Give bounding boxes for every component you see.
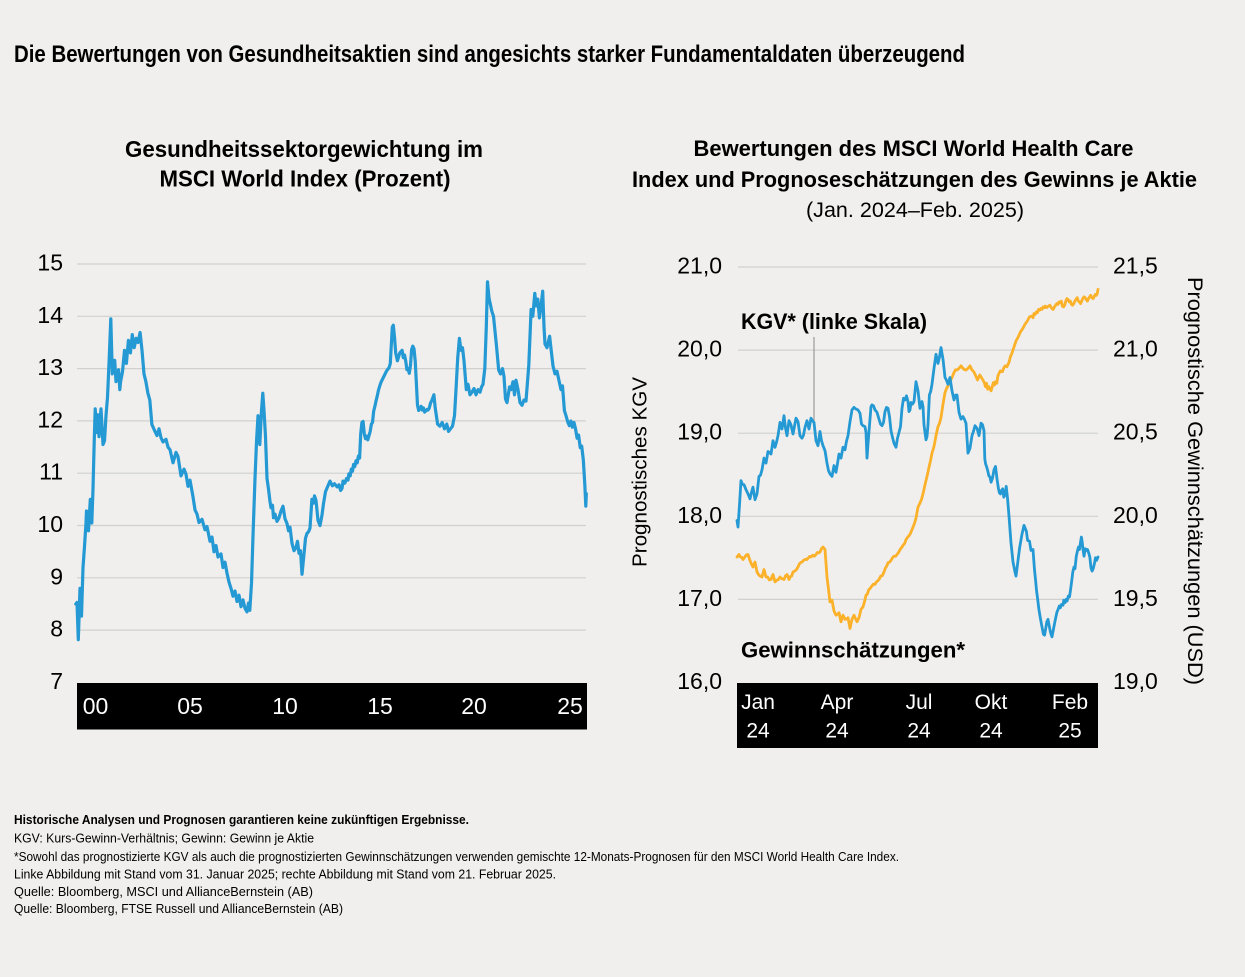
svg-text:21,0: 21,0 — [677, 253, 722, 279]
svg-text:8: 8 — [50, 616, 63, 642]
svg-text:21,0: 21,0 — [1113, 336, 1158, 362]
svg-text:05: 05 — [177, 693, 203, 719]
svg-text:Feb: Feb — [1052, 691, 1088, 714]
svg-text:12: 12 — [37, 406, 63, 432]
svg-text:15: 15 — [367, 693, 393, 719]
svg-text:11: 11 — [39, 459, 63, 485]
svg-text:24: 24 — [825, 720, 849, 743]
svg-text:20,0: 20,0 — [677, 336, 722, 362]
svg-text:15: 15 — [37, 250, 63, 276]
svg-text:14: 14 — [37, 302, 63, 328]
svg-text:Linke Abbildung mit Stand vom: Linke Abbildung mit Stand vom 31. Januar… — [14, 867, 556, 882]
svg-text:Jul: Jul — [906, 691, 933, 714]
svg-text:25: 25 — [1058, 720, 1081, 743]
svg-text:Prognostisches KGV: Prognostisches KGV — [630, 376, 652, 567]
svg-text:Quelle: Bloomberg, FTSE Russel: Quelle: Bloomberg, FTSE Russell und Alli… — [14, 901, 343, 916]
svg-text:20,0: 20,0 — [1113, 502, 1158, 528]
svg-text:Apr: Apr — [821, 691, 854, 714]
svg-text:18,0: 18,0 — [677, 502, 722, 528]
svg-text:00: 00 — [83, 693, 109, 719]
svg-text:13: 13 — [37, 354, 63, 380]
svg-text:9: 9 — [50, 563, 63, 589]
svg-text:10: 10 — [37, 511, 63, 537]
svg-text:(Jan. 2024–Feb. 2025): (Jan. 2024–Feb. 2025) — [806, 199, 1024, 222]
svg-text:7: 7 — [50, 668, 63, 694]
svg-text:Quelle: Bloomberg, MSCI und Al: Quelle: Bloomberg, MSCI und AllianceBern… — [14, 884, 313, 899]
svg-text:20: 20 — [461, 693, 487, 719]
svg-text:*Sowohl das prognostizierte KG: *Sowohl das prognostizierte KGV als auch… — [14, 849, 899, 864]
svg-text:Gewinnschätzungen*: Gewinnschätzungen* — [741, 638, 965, 663]
svg-text:24: 24 — [746, 720, 770, 743]
svg-text:25: 25 — [557, 693, 583, 719]
svg-text:Bewertungen des MSCI World Hea: Bewertungen des MSCI World Health Care — [694, 136, 1134, 161]
svg-text:19,0: 19,0 — [1113, 668, 1158, 694]
svg-text:KGV: Kurs-Gewinn-Verhältnis; G: KGV: Kurs-Gewinn-Verhältnis; Gewinn: Gew… — [14, 830, 314, 845]
svg-text:Die Bewertungen von Gesundheit: Die Bewertungen von Gesundheitsaktien si… — [14, 41, 965, 68]
svg-text:Historische Analysen und Progn: Historische Analysen und Prognosen garan… — [14, 812, 469, 827]
svg-text:Prognostische Gewinnschätzunge: Prognostische Gewinnschätzungen (USD) — [1183, 277, 1206, 685]
svg-text:24: 24 — [907, 720, 931, 743]
svg-text:Gesundheitssektorgewichtung im: Gesundheitssektorgewichtung im — [125, 136, 483, 162]
svg-text:Index und Prognoseschätzungen: Index und Prognoseschätzungen des Gewinn… — [632, 167, 1197, 192]
svg-text:20,5: 20,5 — [1113, 419, 1158, 445]
svg-text:Okt: Okt — [975, 691, 1008, 714]
svg-text:17,0: 17,0 — [677, 585, 722, 611]
svg-text:MSCI World Index (Prozent): MSCI World Index (Prozent) — [160, 166, 451, 192]
svg-text:19,0: 19,0 — [677, 419, 722, 445]
svg-text:10: 10 — [272, 693, 298, 719]
svg-text:16,0: 16,0 — [677, 668, 722, 694]
svg-text:19,5: 19,5 — [1113, 585, 1158, 611]
svg-text:KGV* (linke Skala): KGV* (linke Skala) — [741, 309, 927, 334]
svg-text:21,5: 21,5 — [1113, 253, 1158, 279]
svg-text:Jan: Jan — [741, 691, 775, 714]
svg-text:24: 24 — [979, 720, 1003, 743]
